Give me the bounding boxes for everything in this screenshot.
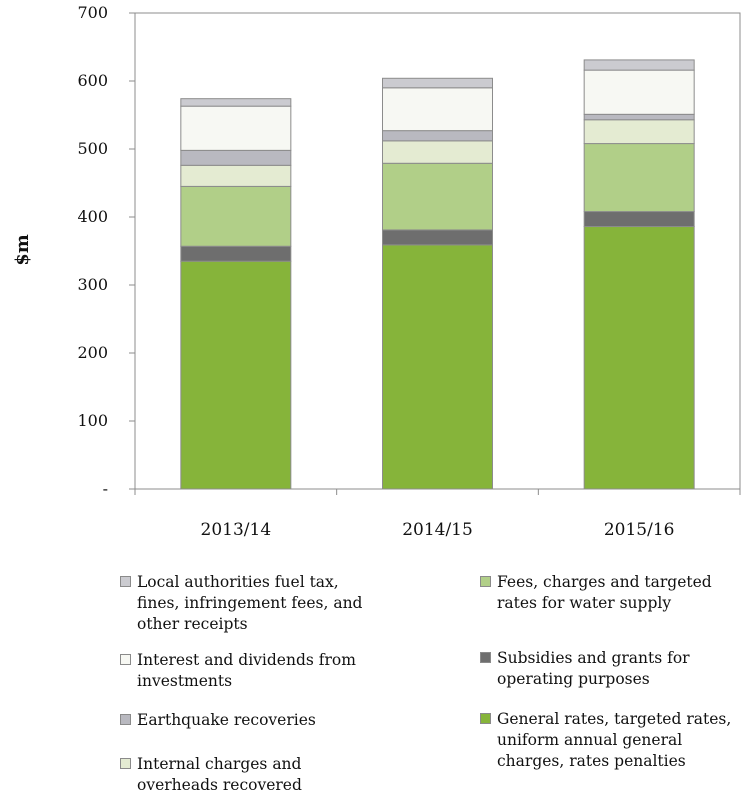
legend-swatch [480, 713, 491, 724]
bar-segment [583, 59, 695, 71]
legend-swatch [120, 714, 131, 725]
y-tick-label: 400 [77, 207, 108, 226]
legend-item: Internal charges and overheads recovered [120, 754, 302, 796]
bar-segment [382, 229, 493, 246]
legend-label-line: overheads recovered [137, 776, 302, 794]
legend-label-line: General rates, targeted rates, [497, 710, 732, 728]
bar-segment [180, 98, 292, 107]
bar-segment [180, 245, 292, 262]
legend-label-line: rates for water supply [497, 594, 672, 612]
stacked-bar-chart: - 100 200 300 400 500 600 700 $m 2013/14 2014/15 20… [12, 3, 741, 540]
legend-label-line: Interest and dividends from [137, 651, 356, 669]
legend-label: Earthquake recoveries [137, 710, 316, 731]
bar-segment [180, 149, 292, 166]
legend-item: Subsidies and grants for operating purpos… [480, 648, 690, 690]
bar-segment [180, 105, 292, 151]
legend-item: Interest and dividends from investments [120, 650, 356, 692]
legend-label-line: investments [137, 672, 233, 690]
bar-segment [382, 130, 493, 142]
y-tick-label: 500 [77, 139, 108, 158]
bar-segment [382, 140, 493, 164]
legend-label-line: Internal charges and [137, 755, 302, 773]
legend-label-line: fines, infringement fees, and [137, 594, 363, 612]
legend-item: Fees, charges and targeted rates for wate… [480, 572, 712, 614]
legend-swatch [120, 576, 131, 587]
legend-item: General rates, targeted rates, uniform an… [480, 709, 731, 772]
legend-label: Local authorities fuel tax, fines, infrin… [137, 572, 362, 635]
y-axis-title: $m [12, 234, 33, 266]
bar-segment [382, 162, 493, 231]
x-category-label: 2014/15 [402, 520, 473, 540]
legend-label-line: Subsidies and grants for [497, 649, 690, 667]
bar-segment [382, 87, 493, 132]
bar-segment [583, 211, 695, 228]
x-category-label: 2013/14 [201, 520, 272, 540]
legend-swatch [120, 654, 131, 665]
legend-label: Subsidies and grants for operating purpos… [497, 648, 690, 690]
legend-swatch [480, 576, 491, 587]
x-category-label: 2015/16 [604, 520, 675, 540]
bar-segment [382, 77, 493, 89]
legend-label: General rates, targeted rates, uniform an… [497, 709, 731, 772]
legend-label-line: Earthquake recoveries [137, 711, 316, 729]
bar-segment [583, 69, 695, 115]
bar-segment [180, 164, 292, 187]
legend-swatch [120, 758, 131, 769]
legend-swatch [480, 652, 491, 663]
plot-area: - 100 200 300 400 500 600 700 $m 2013/14 2014/15 20… [12, 3, 741, 540]
y-tick-label: 300 [77, 275, 108, 294]
y-tick-label: - [103, 479, 108, 498]
bar-segment [382, 244, 493, 490]
legend-label-line: Local authorities fuel tax, [137, 573, 339, 591]
legend-label-line: uniform annual general [497, 731, 683, 749]
legend-label-line: other receipts [137, 615, 248, 633]
legend-label-line: Fees, charges and targeted [497, 573, 712, 591]
legend-label: Fees, charges and targeted rates for wate… [497, 572, 712, 614]
chart-legend: Local authorities fuel tax, fines, infrin… [120, 572, 740, 794]
legend-item: Earthquake recoveries [120, 710, 316, 731]
y-tick-label: 700 [77, 3, 108, 22]
bar-segment [583, 119, 695, 145]
legend-label: Internal charges and overheads recovered [137, 754, 302, 796]
y-tick-label: 100 [77, 411, 108, 430]
legend-item: Local authorities fuel tax, fines, infrin… [120, 572, 362, 635]
legend-label: Interest and dividends from investments [137, 650, 356, 692]
bar-segment [583, 113, 695, 121]
y-tick-label: 600 [77, 71, 108, 90]
bar-segment [180, 260, 292, 490]
legend-label-line: operating purposes [497, 670, 650, 688]
y-tick-label: 200 [77, 343, 108, 362]
bar-segment [583, 143, 695, 213]
bar-segment [583, 226, 695, 490]
bar-segment [180, 185, 292, 247]
legend-label-line: charges, rates penalties [497, 752, 686, 770]
